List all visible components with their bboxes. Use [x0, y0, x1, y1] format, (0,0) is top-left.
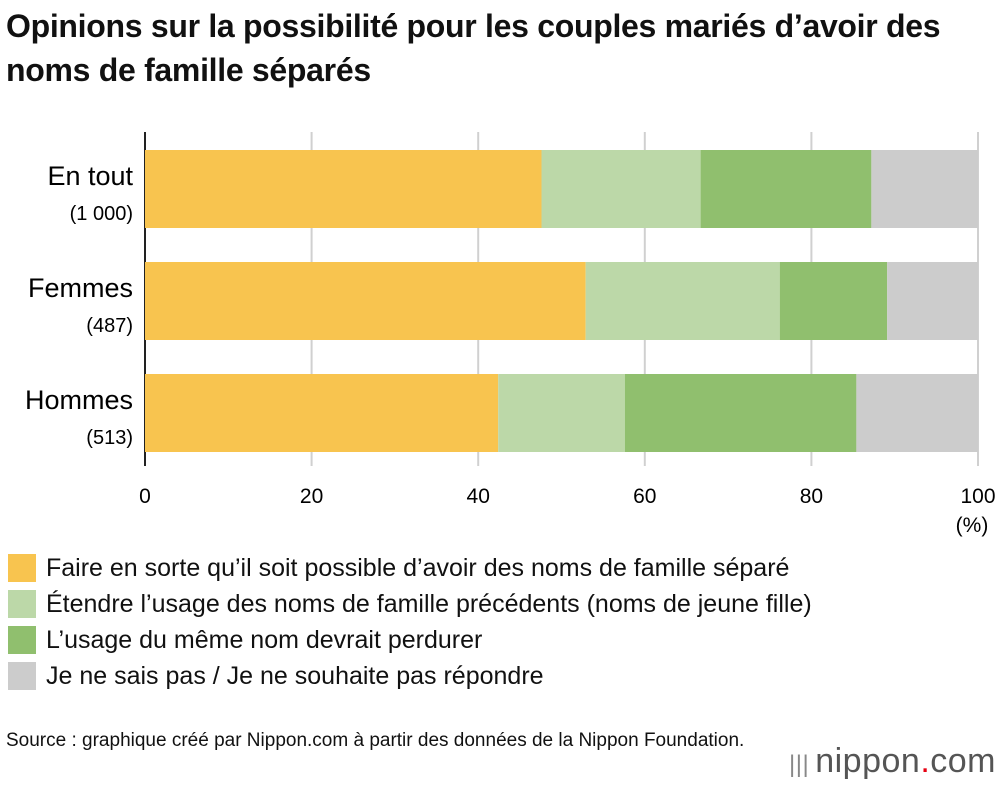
logo-mark-icon: |||	[789, 751, 810, 778]
bar-segment	[871, 150, 978, 228]
legend-item: Je ne sais pas / Je ne souhaite pas répo…	[8, 658, 812, 694]
category-label: Femmes	[28, 273, 133, 303]
bar-segment	[498, 374, 625, 452]
category-sample-size: (1 000)	[70, 203, 133, 225]
logo-dot: .	[920, 742, 931, 780]
legend-label: Étendre l’usage des noms de famille préc…	[46, 589, 812, 618]
legend-swatch	[8, 626, 36, 654]
x-tick-label: 20	[300, 485, 323, 508]
legend-label: L’usage du même nom devrait perdurer	[46, 625, 483, 654]
category-label: En tout	[47, 161, 133, 191]
bar-segment	[700, 150, 872, 228]
x-tick-label: 60	[633, 485, 656, 508]
legend-swatch	[8, 662, 36, 690]
legend-item: Étendre l’usage des noms de famille préc…	[8, 586, 812, 622]
bar-segment	[624, 374, 857, 452]
category-label: Hommes	[25, 385, 133, 415]
category-sample-size: (513)	[86, 427, 133, 449]
bar-segment	[856, 374, 978, 452]
bar-segment	[585, 262, 780, 340]
legend-label: Je ne sais pas / Je ne souhaite pas répo…	[46, 661, 544, 690]
x-unit-label: (%)	[956, 514, 989, 537]
x-tick-label: 80	[800, 485, 823, 508]
bar-segment	[145, 374, 499, 452]
bar-segment	[887, 262, 978, 340]
legend-label: Faire en sorte qu’il soit possible d’avo…	[46, 553, 790, 582]
bar-segment	[145, 262, 586, 340]
bar-segment	[145, 150, 542, 228]
chart-title: Opinions sur la possibilité pour les cou…	[6, 8, 941, 88]
legend-swatch	[8, 554, 36, 582]
x-tick-label: 0	[139, 485, 151, 508]
bar-chart: 0 20 40 60 80 100 (%) En tout (1 000) Femmes (487)…	[25, 132, 996, 537]
x-tick-label: 40	[467, 485, 490, 508]
legend-item: Faire en sorte qu’il soit possible d’avo…	[8, 550, 812, 586]
bar-segment	[541, 150, 701, 228]
legend-item: L’usage du même nom devrait perdurer	[8, 622, 812, 658]
category-sample-size: (487)	[86, 315, 133, 337]
logo-tld: com	[930, 742, 996, 780]
legend-swatch	[8, 590, 36, 618]
source-note: Source : graphique créé par Nippon.com à…	[6, 730, 745, 751]
logo-name: nippon	[815, 742, 921, 780]
x-tick-label: 100	[960, 485, 995, 508]
nippon-logo: ||| nippon.com	[789, 742, 996, 781]
bar-segment	[779, 262, 888, 340]
legend: Faire en sorte qu’il soit possible d’avo…	[8, 550, 812, 694]
